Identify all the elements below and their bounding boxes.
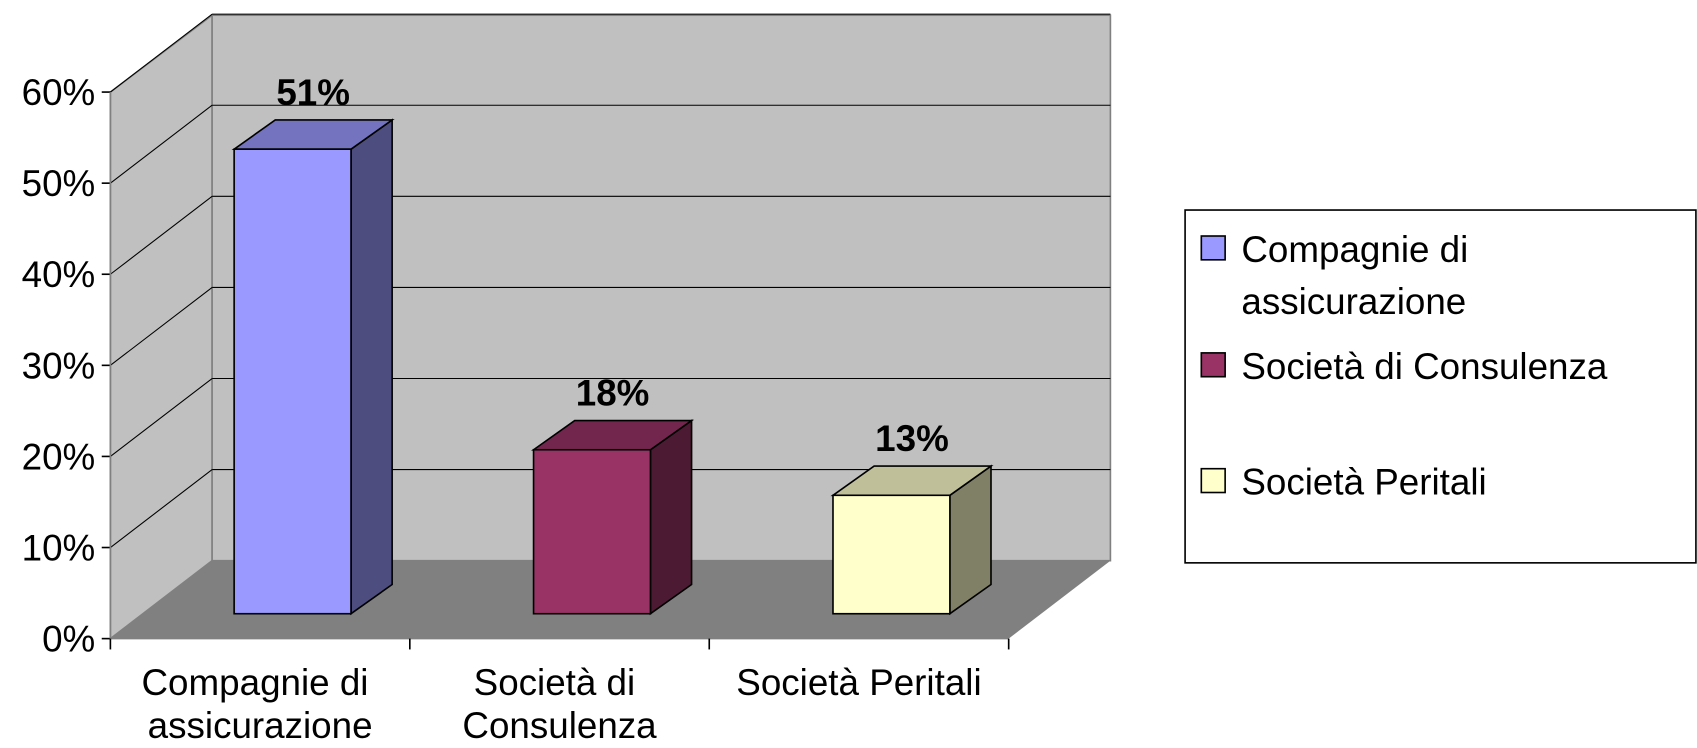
grid-line [110, 378, 213, 457]
y-tick-label: 0% [42, 619, 95, 660]
grid-line [110, 469, 213, 548]
legend-label: Compagnie di assicurazione [1241, 229, 1478, 322]
grid-line [110, 13, 213, 93]
legend-label: Società Peritali [1241, 462, 1486, 503]
bar [532, 448, 652, 615]
legend [1184, 209, 1697, 564]
bar [233, 148, 352, 615]
bar-side [350, 118, 393, 616]
value-label: 18% [576, 372, 650, 413]
x-tick-label: Società Peritali [736, 662, 981, 703]
bar-side [649, 418, 693, 616]
y-tick-label: 60% [22, 72, 96, 113]
grid-line [110, 286, 213, 366]
y-tick-label: 10% [22, 528, 96, 569]
grid-line [110, 195, 213, 275]
x-tick-label: Compagnie di assicurazione [142, 662, 379, 746]
grid-line [110, 104, 213, 184]
x-tick-label: Società di Consulenza [462, 662, 657, 746]
legend-label: Società di Consulenza [1241, 346, 1608, 387]
y-tick-label: 30% [22, 345, 96, 386]
value-label: 13% [875, 418, 949, 459]
legend-swatch [1200, 235, 1226, 261]
bar [832, 494, 951, 615]
y-tick-label: 20% [22, 436, 96, 477]
y-tick-label: 40% [22, 254, 96, 295]
y-tick-label: 50% [22, 163, 96, 204]
legend-swatch [1200, 467, 1226, 494]
legend-swatch [1200, 352, 1226, 378]
value-label: 51% [276, 72, 350, 113]
